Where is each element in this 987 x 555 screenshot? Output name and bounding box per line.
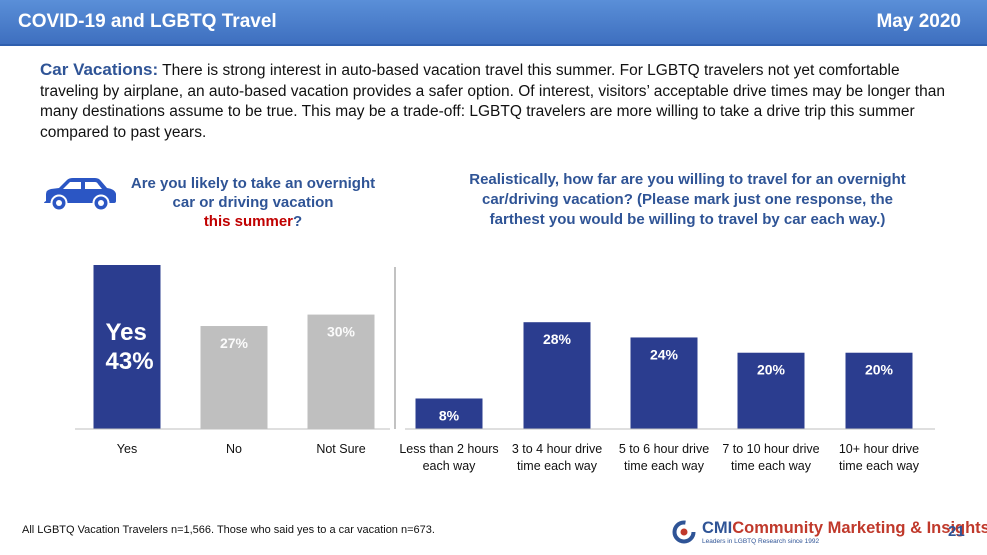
chart1-bar-1: [93, 265, 161, 429]
page-title: COVID-19 and LGBTQ Travel: [18, 11, 277, 32]
chart1-category-label-2: No: [226, 442, 242, 456]
chart2-data-label-2: 28%: [543, 331, 572, 347]
page-number: 21: [948, 523, 965, 540]
cmi-logo-mark-icon: [672, 520, 696, 544]
chart2-bar-4: [737, 352, 805, 429]
header-date: May 2020: [876, 11, 961, 32]
chart2-category-label-3-2: time each way: [624, 459, 705, 473]
chart1-data-label-3: 30%: [327, 324, 356, 340]
footnote: All LGBTQ Vacation Travelers n=1,566. Th…: [22, 524, 435, 536]
chart2-category-label-4-2: time each way: [731, 459, 812, 473]
header-banner: COVID-19 and LGBTQ Travel May 2020: [0, 0, 987, 46]
logo-cmi: CMI: [702, 519, 733, 537]
chart2-category-label-1-2: each way: [423, 459, 477, 473]
chart2-category-label-3-1: 5 to 6 hour drive: [619, 442, 709, 456]
chart2-bar-3: [630, 337, 698, 429]
chart2-category-label-4-1: 7 to 10 hour drive: [722, 442, 819, 456]
question-1-line-2: car or driving vacation: [172, 194, 334, 211]
chart2-data-label-4: 20%: [757, 362, 786, 378]
logo-name: Community Marketing & Insights: [732, 519, 987, 537]
question-2: Realistically, how far are you willing t…: [469, 171, 906, 228]
car-icon: [44, 178, 116, 211]
intro-paragraph: Car Vacations: There is strong interest …: [40, 60, 950, 143]
chart2-data-label-5: 20%: [865, 362, 894, 378]
intro-lead: Car Vacations:: [40, 60, 159, 79]
chart2-category-label-2-2: time each way: [517, 459, 598, 473]
logo-tagline: Leaders in LGBTQ Research since 1992: [702, 538, 820, 545]
chart2-category-label-1-1: Less than 2 hours: [399, 442, 498, 456]
question-1-suffix: ?: [293, 213, 303, 230]
chart2-data-label-3: 24%: [650, 346, 679, 362]
chart1-category-label-1: Yes: [117, 442, 137, 456]
chart1-bar-3: [307, 314, 375, 429]
chart2-bar-5: [845, 352, 913, 429]
cmi-logo: CMICommunity Marketing & Insights Leader…: [672, 518, 987, 548]
chart1-data-label-2: 27%: [220, 335, 249, 351]
chart1-category-label-3: Not Sure: [316, 442, 365, 456]
question-1-highlight: this summer: [203, 213, 294, 230]
chart1-bar-2: [200, 326, 268, 429]
intro-body: There is strong interest in auto-based v…: [40, 62, 945, 141]
chart2-bar-2: [523, 322, 591, 429]
chart2-category-label-5-2: time each way: [839, 459, 920, 473]
question-1-line-1: Are you likely to take an overnight: [130, 175, 376, 192]
chart1-data-label-1-1: Yes: [106, 319, 147, 346]
chart2-category-label-5-1: 10+ hour drive: [839, 442, 919, 456]
chart2-bar-1: [415, 398, 483, 429]
logo-brand: CMICommunity Marketing & Insights: [702, 519, 987, 538]
chart1-data-label-1-2: 43%: [106, 348, 154, 375]
chart2-category-label-2-1: 3 to 4 hour drive: [512, 442, 602, 456]
question-1: Are you likely to take an overnight car …: [118, 174, 388, 231]
chart2-data-label-1: 8%: [439, 407, 460, 423]
